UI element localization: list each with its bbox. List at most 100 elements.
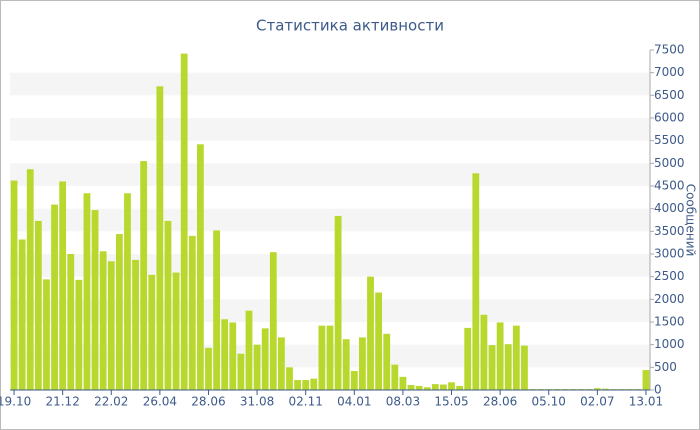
x-tick-label: 15.05	[434, 395, 468, 409]
bar	[359, 337, 366, 390]
bar	[326, 325, 334, 390]
y-tick-label: 6500	[654, 88, 685, 102]
y-axis-label: Сообщений	[684, 184, 698, 257]
grid-band	[10, 72, 650, 96]
grid-band	[10, 118, 650, 141]
y-tick-label: 5500	[654, 133, 685, 147]
x-tick-label: 31.08	[240, 395, 274, 409]
bar	[375, 292, 383, 390]
grid-band	[10, 208, 650, 232]
bar	[188, 235, 196, 390]
bar	[205, 347, 212, 390]
bar	[237, 353, 245, 390]
bar	[148, 274, 156, 390]
bar	[83, 193, 91, 390]
x-tick-label: 02.07	[580, 395, 614, 409]
bar	[383, 333, 391, 390]
bar	[67, 254, 75, 390]
x-tick-label: 22.02	[94, 395, 128, 409]
y-tick-label: 4500	[654, 179, 685, 193]
bar	[140, 161, 148, 390]
bar	[334, 215, 342, 390]
bar	[415, 385, 423, 390]
x-tick-label: 13.01	[629, 395, 663, 409]
bar	[286, 367, 293, 390]
y-tick-label: 1500	[654, 315, 685, 329]
grid-band	[10, 163, 650, 186]
bar	[59, 181, 67, 390]
x-tick-label: 26.04	[143, 395, 177, 409]
bar	[448, 382, 455, 390]
bar	[34, 220, 42, 390]
x-tick-label: 28.06	[483, 395, 517, 409]
bar	[10, 180, 18, 390]
bar	[26, 169, 34, 390]
bar	[51, 204, 58, 390]
bar	[423, 387, 431, 390]
bar	[302, 380, 310, 390]
bar	[342, 339, 350, 390]
bar	[164, 220, 172, 390]
x-tick-label: 28.06	[191, 395, 225, 409]
y-tick-label: 0	[654, 383, 662, 397]
bar	[464, 327, 472, 390]
bar	[318, 325, 326, 390]
bar	[213, 230, 220, 390]
bar	[521, 345, 528, 390]
bar	[269, 252, 277, 390]
y-tick-label: 3500	[654, 224, 685, 238]
bar	[172, 272, 180, 390]
bar	[294, 380, 301, 390]
bar	[602, 388, 609, 390]
y-tick-label: 1000	[654, 337, 685, 351]
bar	[480, 314, 488, 390]
y-tick-label: 7000	[654, 65, 685, 79]
bar	[245, 310, 253, 390]
bar	[431, 384, 439, 390]
bar	[496, 322, 504, 390]
y-tick-label: 500	[654, 360, 677, 374]
bar	[115, 234, 123, 390]
y-tick-label: 2500	[654, 269, 685, 283]
bar	[456, 385, 464, 390]
bar	[229, 322, 237, 390]
y-tick-label: 7500	[654, 43, 685, 57]
bar	[440, 384, 447, 390]
x-tick-label: 04.01	[337, 395, 371, 409]
bar	[472, 173, 480, 390]
y-tick-label: 2000	[654, 292, 685, 306]
y-tick-label: 4000	[654, 201, 685, 215]
x-tick-label: 02.11	[289, 395, 323, 409]
bar	[132, 259, 139, 390]
bar	[512, 325, 520, 390]
bar	[196, 144, 204, 390]
bar	[75, 279, 83, 390]
bar	[221, 319, 229, 390]
bar	[124, 193, 131, 390]
bar	[399, 376, 407, 390]
x-tick-label: 19.10	[0, 395, 31, 409]
bar	[18, 239, 26, 390]
bar	[310, 378, 318, 390]
x-tick-label: 08.03	[386, 395, 420, 409]
bar	[91, 210, 99, 390]
x-tick-label: 05.10	[532, 395, 566, 409]
chart-title: Статистика активности	[256, 17, 444, 35]
bar	[99, 251, 107, 390]
y-tick-label: 5000	[654, 156, 685, 170]
y-tick-label: 3000	[654, 247, 685, 261]
bar	[261, 328, 269, 390]
bar	[488, 345, 496, 390]
bar	[504, 344, 512, 390]
bar	[407, 385, 415, 390]
bar	[180, 53, 188, 390]
bar	[367, 276, 374, 390]
bar	[350, 370, 358, 390]
bar	[642, 370, 650, 390]
y-tick-label: 6000	[654, 111, 685, 125]
bar	[277, 337, 285, 390]
bar	[107, 261, 115, 390]
bar	[253, 344, 261, 390]
bar	[593, 388, 601, 390]
